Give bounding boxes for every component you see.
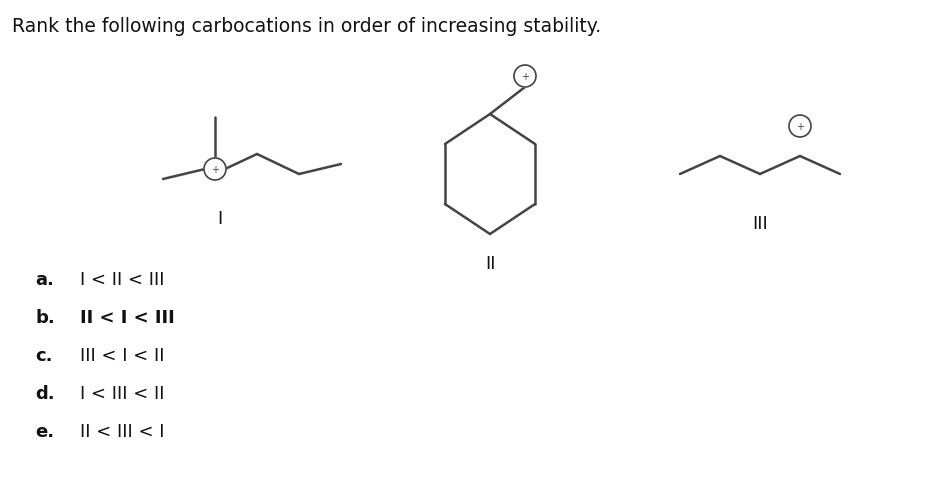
Text: II < III < I: II < III < I — [80, 422, 164, 440]
Circle shape — [514, 66, 536, 88]
Text: I < III < II: I < III < II — [80, 384, 164, 402]
Text: Rank the following carbocations in order of increasing stability.: Rank the following carbocations in order… — [12, 17, 601, 36]
Text: II: II — [485, 255, 495, 272]
Text: I: I — [218, 210, 223, 227]
Text: e.: e. — [35, 422, 54, 440]
Text: +: + — [796, 122, 804, 132]
Text: III < I < II: III < I < II — [80, 346, 164, 364]
Text: +: + — [521, 72, 529, 82]
Text: a.: a. — [35, 271, 54, 288]
Text: c.: c. — [35, 346, 53, 364]
Text: II < I < III: II < I < III — [80, 308, 174, 326]
Text: d.: d. — [35, 384, 55, 402]
Text: +: + — [211, 165, 219, 175]
Text: I < II < III: I < II < III — [80, 271, 164, 288]
Text: III: III — [753, 214, 768, 232]
Circle shape — [204, 159, 226, 181]
Text: b.: b. — [35, 308, 55, 326]
Circle shape — [789, 116, 811, 138]
